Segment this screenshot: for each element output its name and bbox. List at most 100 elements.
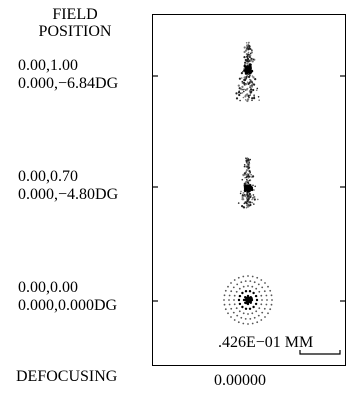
spot-dot bbox=[246, 166, 248, 168]
spot-dot bbox=[247, 182, 250, 184]
spot-dot bbox=[247, 185, 251, 189]
spot-dot bbox=[248, 307, 252, 310]
spot-dot bbox=[227, 312, 229, 315]
spot-dot bbox=[232, 286, 235, 289]
spot-dot bbox=[240, 92, 242, 94]
spot-dot bbox=[250, 81, 253, 83]
spot-dot bbox=[240, 281, 243, 284]
spot-dot bbox=[255, 89, 258, 91]
spot-dot bbox=[246, 74, 249, 77]
spot-dot bbox=[246, 93, 249, 96]
spot-dot bbox=[244, 307, 248, 310]
spot-dot bbox=[242, 96, 245, 99]
defocusing-value: 0.00000 bbox=[214, 372, 266, 389]
spot-dot bbox=[240, 316, 243, 319]
spot-dot bbox=[245, 83, 247, 86]
spot-dot bbox=[267, 285, 269, 288]
spot-dot bbox=[236, 283, 239, 286]
spot-dot bbox=[241, 85, 244, 88]
spot-dot bbox=[235, 97, 239, 100]
spot-dot bbox=[250, 176, 253, 178]
spot-dot bbox=[241, 291, 244, 295]
spot-dot bbox=[243, 67, 245, 70]
spot-dot bbox=[247, 285, 249, 287]
spot-dot bbox=[253, 198, 256, 201]
spot-dot bbox=[244, 195, 247, 198]
spot-dot bbox=[252, 194, 255, 196]
spot-dot bbox=[245, 66, 249, 70]
heading-line-2: POSITION bbox=[38, 23, 112, 40]
spot-dot bbox=[254, 78, 257, 81]
spot-dot bbox=[244, 61, 247, 64]
spot-dot bbox=[260, 279, 263, 281]
spot-dot bbox=[245, 94, 247, 97]
spot-dot bbox=[233, 303, 236, 306]
spot-dot bbox=[244, 280, 247, 282]
spot-dot bbox=[249, 280, 252, 282]
spot-dot bbox=[264, 282, 266, 284]
spot-dot bbox=[249, 94, 251, 96]
spot-dot bbox=[252, 197, 254, 199]
spot-dot bbox=[240, 72, 243, 75]
spot-dot bbox=[254, 294, 258, 298]
spot-dot bbox=[246, 173, 248, 176]
spot-dot bbox=[244, 193, 246, 196]
spot-dot bbox=[242, 312, 245, 315]
spot-dot bbox=[241, 80, 244, 83]
spot-dot bbox=[235, 307, 238, 310]
spot-dot bbox=[230, 307, 233, 310]
spot-dot bbox=[246, 62, 249, 65]
spot-dot bbox=[249, 78, 251, 81]
spot-dot bbox=[255, 287, 258, 290]
spot-dot bbox=[245, 157, 247, 159]
scale-bar-label: .426E−01 MM bbox=[218, 334, 314, 351]
spot-dot bbox=[245, 70, 248, 73]
spot-dot bbox=[244, 72, 248, 75]
spot-dot bbox=[237, 321, 240, 324]
spot-dot bbox=[265, 303, 268, 306]
spot-dot bbox=[252, 291, 255, 295]
spot-dot bbox=[261, 311, 264, 314]
spot-dot bbox=[243, 202, 246, 205]
spot-diagram-plot bbox=[152, 41, 346, 355]
spot-dot bbox=[252, 175, 255, 178]
spot-dot bbox=[246, 157, 249, 159]
spot-dot bbox=[248, 73, 250, 76]
spot-dot bbox=[243, 88, 245, 91]
field-coords: 0.00,0.00 bbox=[18, 279, 78, 296]
field-label-3: 0.00,0.00 0.000,0.000DG bbox=[18, 279, 117, 315]
spot-dot bbox=[244, 176, 246, 179]
spot-dot bbox=[247, 160, 250, 163]
spot-dot bbox=[252, 76, 255, 79]
spot-dot bbox=[227, 285, 229, 288]
heading-line-1: FIELD bbox=[52, 6, 98, 23]
spot-dot bbox=[258, 307, 261, 310]
spot-dot bbox=[230, 282, 232, 284]
spot-field-3 bbox=[223, 275, 273, 325]
spot-dot bbox=[251, 201, 254, 204]
spot-dot bbox=[251, 75, 254, 77]
spot-dot bbox=[266, 299, 268, 301]
spot-field-2 bbox=[237, 157, 259, 209]
field-angle: 0.000,−6.84DG bbox=[18, 75, 119, 92]
spot-dot bbox=[253, 195, 256, 199]
spot-dot bbox=[255, 298, 259, 302]
spot-dot bbox=[252, 305, 255, 309]
spot-dot bbox=[237, 298, 241, 302]
spot-dot bbox=[248, 53, 250, 56]
spot-dot bbox=[239, 99, 241, 102]
spot-dot bbox=[242, 173, 245, 176]
spot-dot bbox=[241, 92, 244, 94]
spot-dot bbox=[230, 290, 233, 293]
spot-dot bbox=[253, 189, 255, 191]
spot-dot bbox=[223, 294, 226, 297]
spot-dot bbox=[247, 177, 250, 179]
spot-dot bbox=[252, 184, 254, 187]
spot-dot bbox=[246, 200, 249, 203]
spot-dot bbox=[243, 56, 246, 59]
field-angle: 0.000,−4.80DG bbox=[18, 186, 119, 203]
spot-dot bbox=[251, 97, 254, 100]
spot-dot bbox=[238, 302, 242, 306]
field-angle: 0.000,0.000DG bbox=[18, 297, 118, 314]
spot-dot bbox=[238, 310, 241, 313]
